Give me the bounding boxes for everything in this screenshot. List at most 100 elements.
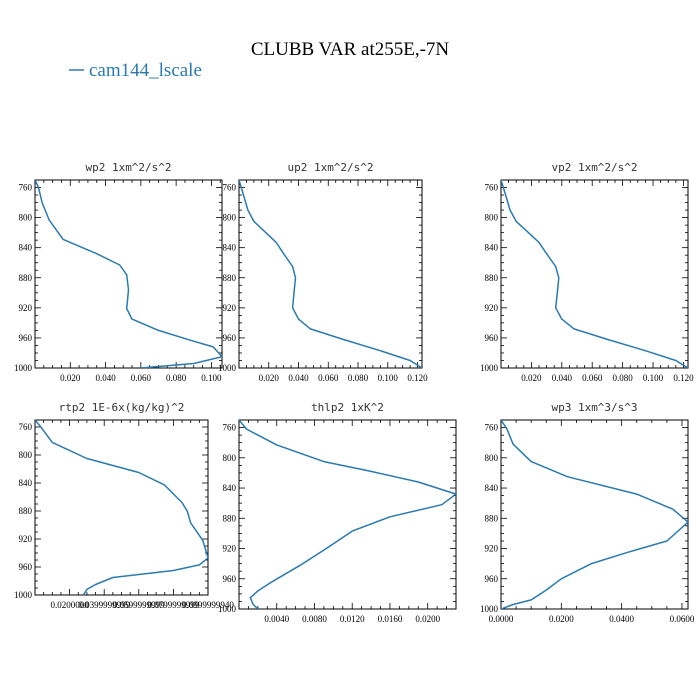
y-tick-label: 960 — [223, 333, 237, 343]
panel-3: vp2 1xm^2/s^2 760 800 840 880 920 960 1000 0.020… — [480, 161, 694, 383]
plot-frame — [238, 419, 457, 610]
y-tick-label: 760 — [485, 423, 499, 433]
series-line-cam144_lscale — [501, 420, 688, 609]
y-tick-label: 840 — [485, 243, 499, 253]
panel-6: wp3 1xm^3/s^3 760 800 840 880 920 960 10000.000… — [480, 401, 695, 624]
plot-frame — [238, 179, 423, 369]
plot-frame — [34, 179, 223, 369]
y-tick-label: 880 — [485, 513, 499, 523]
x-tick-label: 0.0200 — [415, 614, 440, 624]
y-tick-label: 880 — [485, 273, 499, 283]
y-tick-label: 800 — [223, 453, 237, 463]
y-tick-label: 960 — [485, 574, 499, 584]
x-tick-label: 0.080 — [348, 373, 369, 383]
x-tick-label: 0.0600 — [670, 614, 695, 624]
x-tick-label: 0.100 — [643, 373, 664, 383]
panel-title: up2 1xm^2/s^2 — [287, 161, 373, 174]
y-tick-label: 880 — [223, 513, 237, 523]
y-tick-label: 840 — [19, 478, 33, 488]
x-tick-label: 0.020 — [521, 373, 542, 383]
panel-1: wp2 1xm^2/s^2 760 800 840 880 920 960 1000 0.020… — [14, 161, 223, 383]
panel-title: vp2 1xm^2/s^2 — [551, 161, 637, 174]
y-tick-label: 880 — [19, 273, 33, 283]
panel-4: rtp2 1E-6x(kg/kg)^2 760 800 840 880 920 960 100… — [14, 401, 234, 610]
y-tick-label: 840 — [223, 243, 237, 253]
y-tick-label: 1000 — [480, 604, 499, 614]
y-tick-label: 840 — [19, 243, 33, 253]
y-tick-label: 760 — [223, 183, 237, 193]
x-tick-label: 0.0040 — [264, 614, 289, 624]
legend: cam144_lscale — [69, 60, 202, 81]
y-tick-label: 1000 — [218, 363, 237, 373]
y-tick-label: 920 — [485, 303, 499, 313]
y-tick-label: 800 — [19, 450, 33, 460]
y-tick-label: 960 — [19, 333, 33, 343]
y-tick-label: 800 — [485, 453, 499, 463]
y-tick-label: 880 — [19, 506, 33, 516]
x-tick-label: 0.080 — [613, 373, 634, 383]
panel-title: thlp2 1xK^2 — [311, 401, 384, 414]
x-tick-label: 0.0120 — [340, 614, 365, 624]
x-tick-label: 0.060 — [131, 373, 152, 383]
x-tick-label: 0.0080 — [302, 614, 327, 624]
x-tick-label: 0.0399999999 — [78, 600, 130, 610]
x-tick-label: 0.120 — [407, 373, 428, 383]
x-tick-label: 0.120 — [673, 373, 694, 383]
x-tick-label: 0.0599999999 — [113, 600, 165, 610]
y-tick-label: 760 — [19, 422, 33, 432]
x-tick-label: 0.0400 — [609, 614, 634, 624]
y-tick-label: 760 — [19, 183, 33, 193]
x-tick-label: 0.0160 — [378, 614, 403, 624]
series-line-cam144_lscale — [35, 420, 208, 595]
figure-title: CLUBB VAR at255E,-7N — [251, 39, 450, 60]
panels: wp2 1xm^2/s^2 760 800 840 880 920 960 1000 0.020… — [14, 161, 695, 624]
y-tick-label: 840 — [485, 483, 499, 493]
panel-5: thlp2 1xK^2 760 800 840 880 920 960 1000 0.0040 0… — [218, 401, 457, 624]
x-tick-label: 0.080 — [166, 373, 187, 383]
plot-frame — [500, 419, 689, 610]
y-tick-label: 960 — [19, 562, 33, 572]
x-tick-label: 0.0200 — [549, 614, 574, 624]
panel-2: up2 1xm^2/s^2 760 800 840 880 920 960 1000 0.020… — [218, 161, 428, 383]
y-tick-label: 1000 — [218, 604, 237, 614]
legend-label: cam144_lscale — [89, 60, 202, 81]
x-tick-label: 0.060 — [582, 373, 603, 383]
y-tick-label: 760 — [485, 183, 499, 193]
y-tick-label: 800 — [19, 213, 33, 223]
y-tick-label: 920 — [223, 303, 237, 313]
x-tick-label: 0.040 — [288, 373, 309, 383]
panel-title: wp2 1xm^2/s^2 — [85, 161, 171, 174]
x-tick-label: 0.040 — [95, 373, 116, 383]
y-tick-label: 1000 — [14, 590, 33, 600]
y-tick-label: 1000 — [480, 363, 499, 373]
series-line-cam144_lscale — [35, 180, 222, 368]
x-tick-label: 0.0799999999 — [148, 600, 200, 610]
x-tick-label: 0.060 — [318, 373, 339, 383]
x-tick-label: 0.040 — [552, 373, 573, 383]
y-tick-label: 920 — [485, 544, 499, 554]
y-tick-label: 920 — [19, 303, 33, 313]
y-tick-label: 1000 — [14, 363, 33, 373]
y-tick-label: 840 — [223, 483, 237, 493]
series-line-cam144_lscale — [239, 420, 456, 609]
x-tick-label: 0.020 — [60, 373, 81, 383]
y-tick-label: 960 — [223, 574, 237, 584]
y-tick-label: 960 — [485, 333, 499, 343]
x-tick-label: 0.100 — [378, 373, 399, 383]
y-tick-label: 800 — [223, 213, 237, 223]
x-tick-label: 0.0999999940 — [182, 600, 234, 610]
x-tick-label: 0.0200000 — [50, 600, 89, 610]
plot-frame — [500, 179, 689, 369]
y-tick-label: 920 — [223, 544, 237, 554]
panel-title: rtp2 1E-6x(kg/kg)^2 — [59, 401, 185, 414]
y-tick-label: 760 — [223, 423, 237, 433]
y-tick-label: 800 — [485, 213, 499, 223]
x-tick-label: 0.0000 — [489, 614, 514, 624]
series-line-cam144_lscale — [501, 180, 688, 368]
y-tick-label: 880 — [223, 273, 237, 283]
x-tick-label: 0.100 — [201, 373, 222, 383]
panel-title: wp3 1xm^3/s^3 — [551, 401, 637, 414]
y-tick-label: 920 — [19, 534, 33, 544]
x-tick-label: 0.020 — [259, 373, 280, 383]
